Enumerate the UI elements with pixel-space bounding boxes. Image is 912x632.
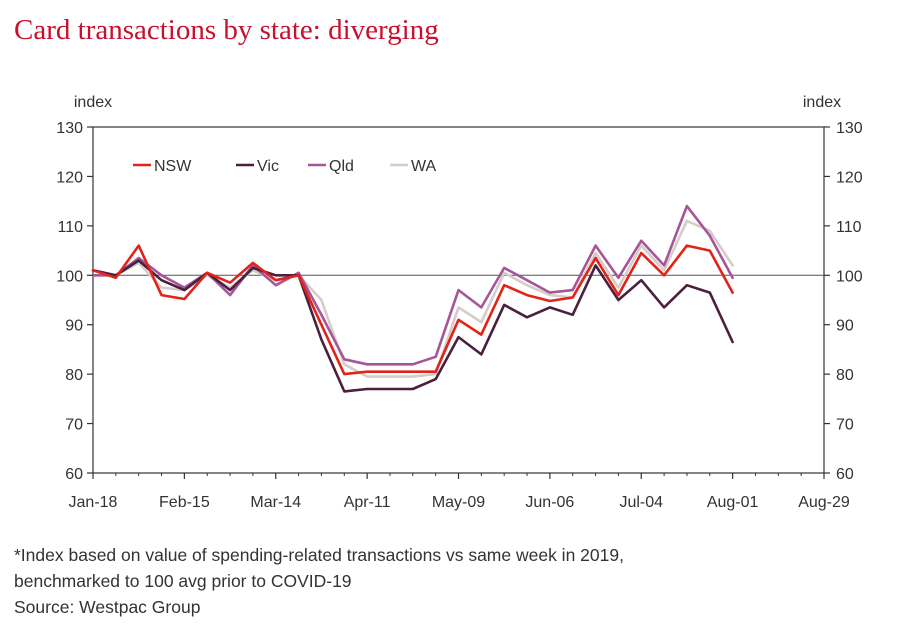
y-tick-label-right: 130 <box>836 120 863 137</box>
x-tick-label: May-09 <box>432 494 485 511</box>
series-group <box>91 204 734 393</box>
legend-label-wa: WA <box>411 158 437 175</box>
y-tick-label-left: 90 <box>65 318 83 335</box>
x-tick-label: Jul-04 <box>619 494 663 511</box>
footnote-line-2: benchmarked to 100 avg prior to COVID-19 <box>14 571 352 591</box>
y-tick-label-right: 90 <box>836 318 854 335</box>
legend: NSW Vic Qld WA <box>133 158 437 175</box>
source-note: Source: Westpac Group <box>14 597 201 617</box>
footnote: *Index based on value of spending-relate… <box>14 542 624 620</box>
x-axis-ticks: Jan-18 Feb-15 Mar-14 Apr-11 May-09 Jun-06 Jul-… <box>69 473 850 511</box>
x-tick-label: Jan-18 <box>69 494 118 511</box>
y-tick-label-left: 80 <box>65 367 83 384</box>
series-line-nsw <box>91 244 734 376</box>
legend-label-vic: Vic <box>257 158 279 175</box>
y-tick-label-right: 100 <box>836 268 863 285</box>
y-tick-label-left: 110 <box>57 219 83 236</box>
chart-title: Card transactions by state: diverging <box>14 14 439 46</box>
x-tick-label: Aug-29 <box>798 494 850 511</box>
y-tick-label-right: 70 <box>836 417 854 434</box>
legend-label-nsw: NSW <box>154 158 192 175</box>
x-tick-label: Aug-01 <box>707 494 759 511</box>
legend-label-qld: Qld <box>329 158 354 175</box>
y-tick-label-right: 110 <box>836 219 862 236</box>
y-axis-ticks: 60 60 70 70 80 80 90 90 100 100 110 110 120 120 130 130 <box>56 120 863 483</box>
y-axis-label-left: index <box>74 94 112 111</box>
y-tick-label-left: 70 <box>65 417 83 434</box>
y-tick-label-left: 130 <box>56 120 83 137</box>
footnote-line-1: *Index based on value of spending-relate… <box>14 545 624 565</box>
y-tick-label-right: 80 <box>836 367 854 384</box>
series-line-wa <box>91 219 734 378</box>
y-tick-label-left: 120 <box>56 169 83 186</box>
y-tick-label-right: 120 <box>836 169 863 186</box>
x-tick-label: Jun-06 <box>525 494 574 511</box>
y-axis-label-right: index <box>803 94 841 111</box>
y-tick-label-right: 60 <box>836 466 854 483</box>
y-tick-label-left: 100 <box>56 268 83 285</box>
x-tick-label: Apr-11 <box>344 494 391 511</box>
y-tick-label-left: 60 <box>65 466 83 483</box>
x-tick-label: Feb-15 <box>159 494 210 511</box>
x-tick-label: Mar-14 <box>250 494 301 511</box>
series-line-vic <box>91 259 734 393</box>
